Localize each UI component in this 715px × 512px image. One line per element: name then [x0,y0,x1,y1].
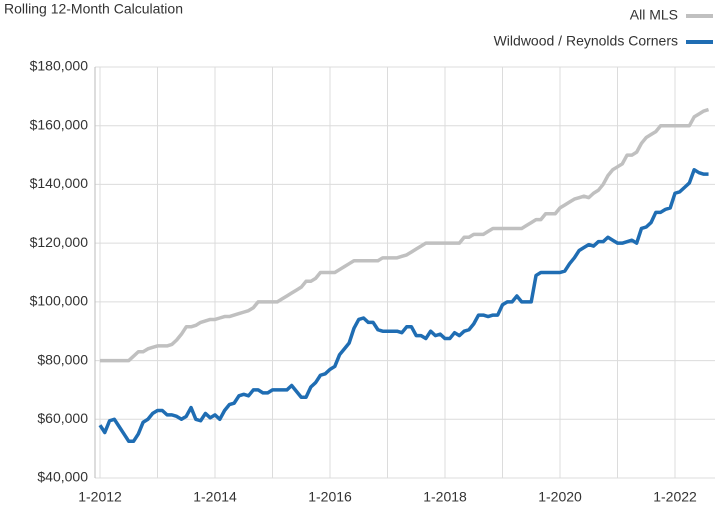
chart-title: Rolling 12-Month Calculation [4,1,183,17]
y-tick-label: $100,000 [30,293,89,309]
series-line [100,107,710,363]
x-tick-label: 1-2022 [653,489,697,505]
legend-label: All MLS [630,7,678,23]
y-tick-label: $140,000 [30,175,89,191]
y-tick-label: $120,000 [30,234,89,250]
legend-label: Wildwood / Reynolds Corners [494,33,678,49]
x-tick-label: 1-2016 [308,489,352,505]
x-tick-label: 1-2018 [423,489,467,505]
y-tick-label: $60,000 [37,410,88,426]
y-tick-label: $80,000 [37,351,88,367]
y-tick-label: $180,000 [30,58,89,74]
y-tick-label: $160,000 [30,116,89,132]
series-line [98,168,709,444]
x-tick-label: 1-2012 [78,489,122,505]
x-tick-label: 1-2020 [538,489,582,505]
x-tick-label: 1-2014 [193,489,237,505]
y-tick-label: $40,000 [37,469,88,485]
